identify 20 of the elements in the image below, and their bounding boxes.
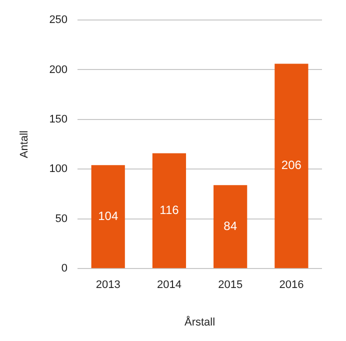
- data-label: 104: [98, 208, 118, 223]
- bar: [91, 165, 125, 268]
- x-tick-label: 2015: [218, 279, 243, 292]
- y-tick-label: 50: [55, 212, 68, 225]
- bar: [274, 64, 308, 268]
- bar: [214, 185, 248, 268]
- y-tick-label: 150: [49, 113, 68, 126]
- x-axis-title: Årstall: [184, 315, 216, 328]
- x-tick-label: 2013: [96, 279, 120, 292]
- data-label: 116: [160, 202, 180, 217]
- bar: [152, 153, 186, 268]
- y-tick-label: 100: [49, 163, 68, 176]
- y-tick-label: 0: [61, 262, 68, 275]
- data-label: 84: [224, 218, 238, 233]
- x-tick-label: 2014: [156, 279, 182, 292]
- y-tick-label: 250: [49, 14, 68, 26]
- y-tick-label: 200: [49, 64, 68, 76]
- data-label: 206: [281, 158, 302, 172]
- y-axis-title: Antall: [18, 130, 31, 158]
- x-tick-label: 2016: [279, 279, 304, 292]
